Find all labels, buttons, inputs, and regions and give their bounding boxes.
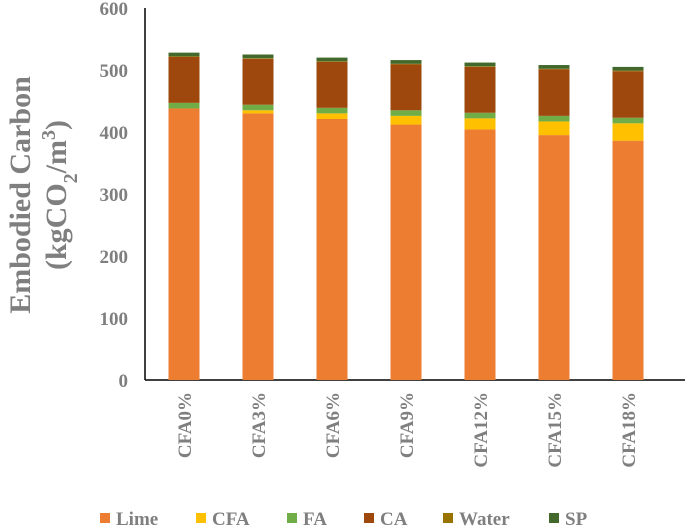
bar-segment-lime-2 — [316, 118, 348, 380]
bar-segment-cfa-6 — [612, 123, 644, 141]
legend-label-fa: FA — [303, 509, 327, 528]
y-tick-label: 0 — [119, 371, 129, 392]
bar-segment-water-4 — [464, 66, 496, 67]
y-axis-title-line1: Embodied Carbon — [4, 76, 37, 314]
legend-label-sp: SP — [565, 509, 588, 528]
bar-segment-lime-0 — [168, 108, 200, 380]
y-axis-title-line2: (kgCO2/m3) — [38, 120, 82, 270]
bar-segment-water-3 — [390, 63, 422, 65]
bar-segment-lime-5 — [538, 135, 570, 380]
legend-swatch-water — [443, 513, 453, 523]
bar-segment-sp-2 — [316, 57, 348, 62]
legend-label-water: Water — [459, 509, 510, 528]
y-axis-title: Embodied Carbon (kgCO2/m3) — [4, 76, 82, 314]
x-tick-label: CFA6% — [323, 392, 344, 458]
bar-segment-ca-4 — [464, 66, 496, 113]
bar-segment-water-5 — [538, 68, 570, 70]
y-axis-ticks: 0 100 200 300 400 500 600 — [100, 0, 129, 392]
bar-segment-fa-2 — [316, 107, 348, 114]
y-tick-label: 500 — [100, 61, 129, 82]
bar-segment-fa-3 — [390, 110, 422, 116]
bar-segment-ca-2 — [316, 61, 348, 108]
bar-segment-ca-3 — [390, 64, 422, 111]
bars — [168, 52, 644, 381]
bar-segment-lime-4 — [464, 129, 496, 380]
bar-segment-cfa-1 — [242, 110, 274, 114]
bar-segment-cfa-4 — [464, 118, 496, 130]
bar-segment-fa-4 — [464, 112, 496, 119]
bar-segment-sp-1 — [242, 54, 274, 59]
legend-swatch-cfa — [196, 513, 206, 523]
legend: Lime CFA FA CA Water SP — [100, 509, 588, 528]
legend-label-cfa: CFA — [212, 509, 250, 528]
bar-segment-sp-5 — [538, 65, 570, 69]
x-tick-label: CFA18% — [619, 392, 640, 468]
y-tick-label: 300 — [100, 185, 129, 206]
y-tick-label: 100 — [100, 309, 129, 330]
x-tick-label: CFA9% — [397, 392, 418, 458]
bar-segment-water-1 — [242, 58, 274, 59]
legend-label-lime: Lime — [116, 509, 158, 528]
bar-segment-lime-6 — [612, 140, 644, 380]
bar-segment-fa-1 — [242, 104, 274, 111]
bar-segment-sp-4 — [464, 62, 496, 67]
bar-segment-water-0 — [168, 56, 200, 57]
bar-segment-sp-6 — [612, 66, 644, 71]
bar-segment-fa-6 — [612, 117, 644, 124]
x-axis-labels: CFA0% CFA3% CFA6% CFA9% CFA12% CFA15% CFA18% — [175, 392, 640, 468]
bar-segment-fa-5 — [538, 115, 570, 122]
legend-swatch-lime — [100, 513, 110, 523]
bar-segment-ca-0 — [168, 56, 200, 103]
bar-segment-fa-0 — [168, 102, 200, 109]
bar-segment-cfa-3 — [390, 115, 422, 125]
x-tick-label: CFA0% — [175, 392, 196, 458]
legend-swatch-ca — [364, 513, 374, 523]
y-tick-label: 400 — [100, 123, 129, 144]
bar-segment-lime-3 — [390, 124, 422, 380]
bar-segment-sp-3 — [390, 60, 422, 64]
bar-segment-cfa-2 — [316, 113, 348, 119]
bar-segment-water-2 — [316, 61, 348, 62]
x-tick-label: CFA3% — [249, 392, 270, 458]
y-tick-label: 200 — [100, 247, 129, 268]
bar-segment-cfa-5 — [538, 121, 570, 136]
bar-segment-ca-5 — [538, 69, 570, 116]
bar-segment-sp-0 — [168, 52, 200, 57]
bar-segment-ca-1 — [242, 58, 274, 105]
bar-segment-ca-6 — [612, 71, 644, 118]
y-tick-label: 600 — [100, 0, 129, 20]
x-tick-label: CFA12% — [471, 392, 492, 468]
bar-segment-lime-1 — [242, 113, 274, 381]
legend-swatch-fa — [287, 513, 297, 523]
legend-label-ca: CA — [380, 509, 408, 528]
legend-swatch-sp — [549, 513, 559, 523]
bar-segment-water-6 — [612, 70, 644, 72]
x-tick-label: CFA15% — [545, 392, 566, 468]
